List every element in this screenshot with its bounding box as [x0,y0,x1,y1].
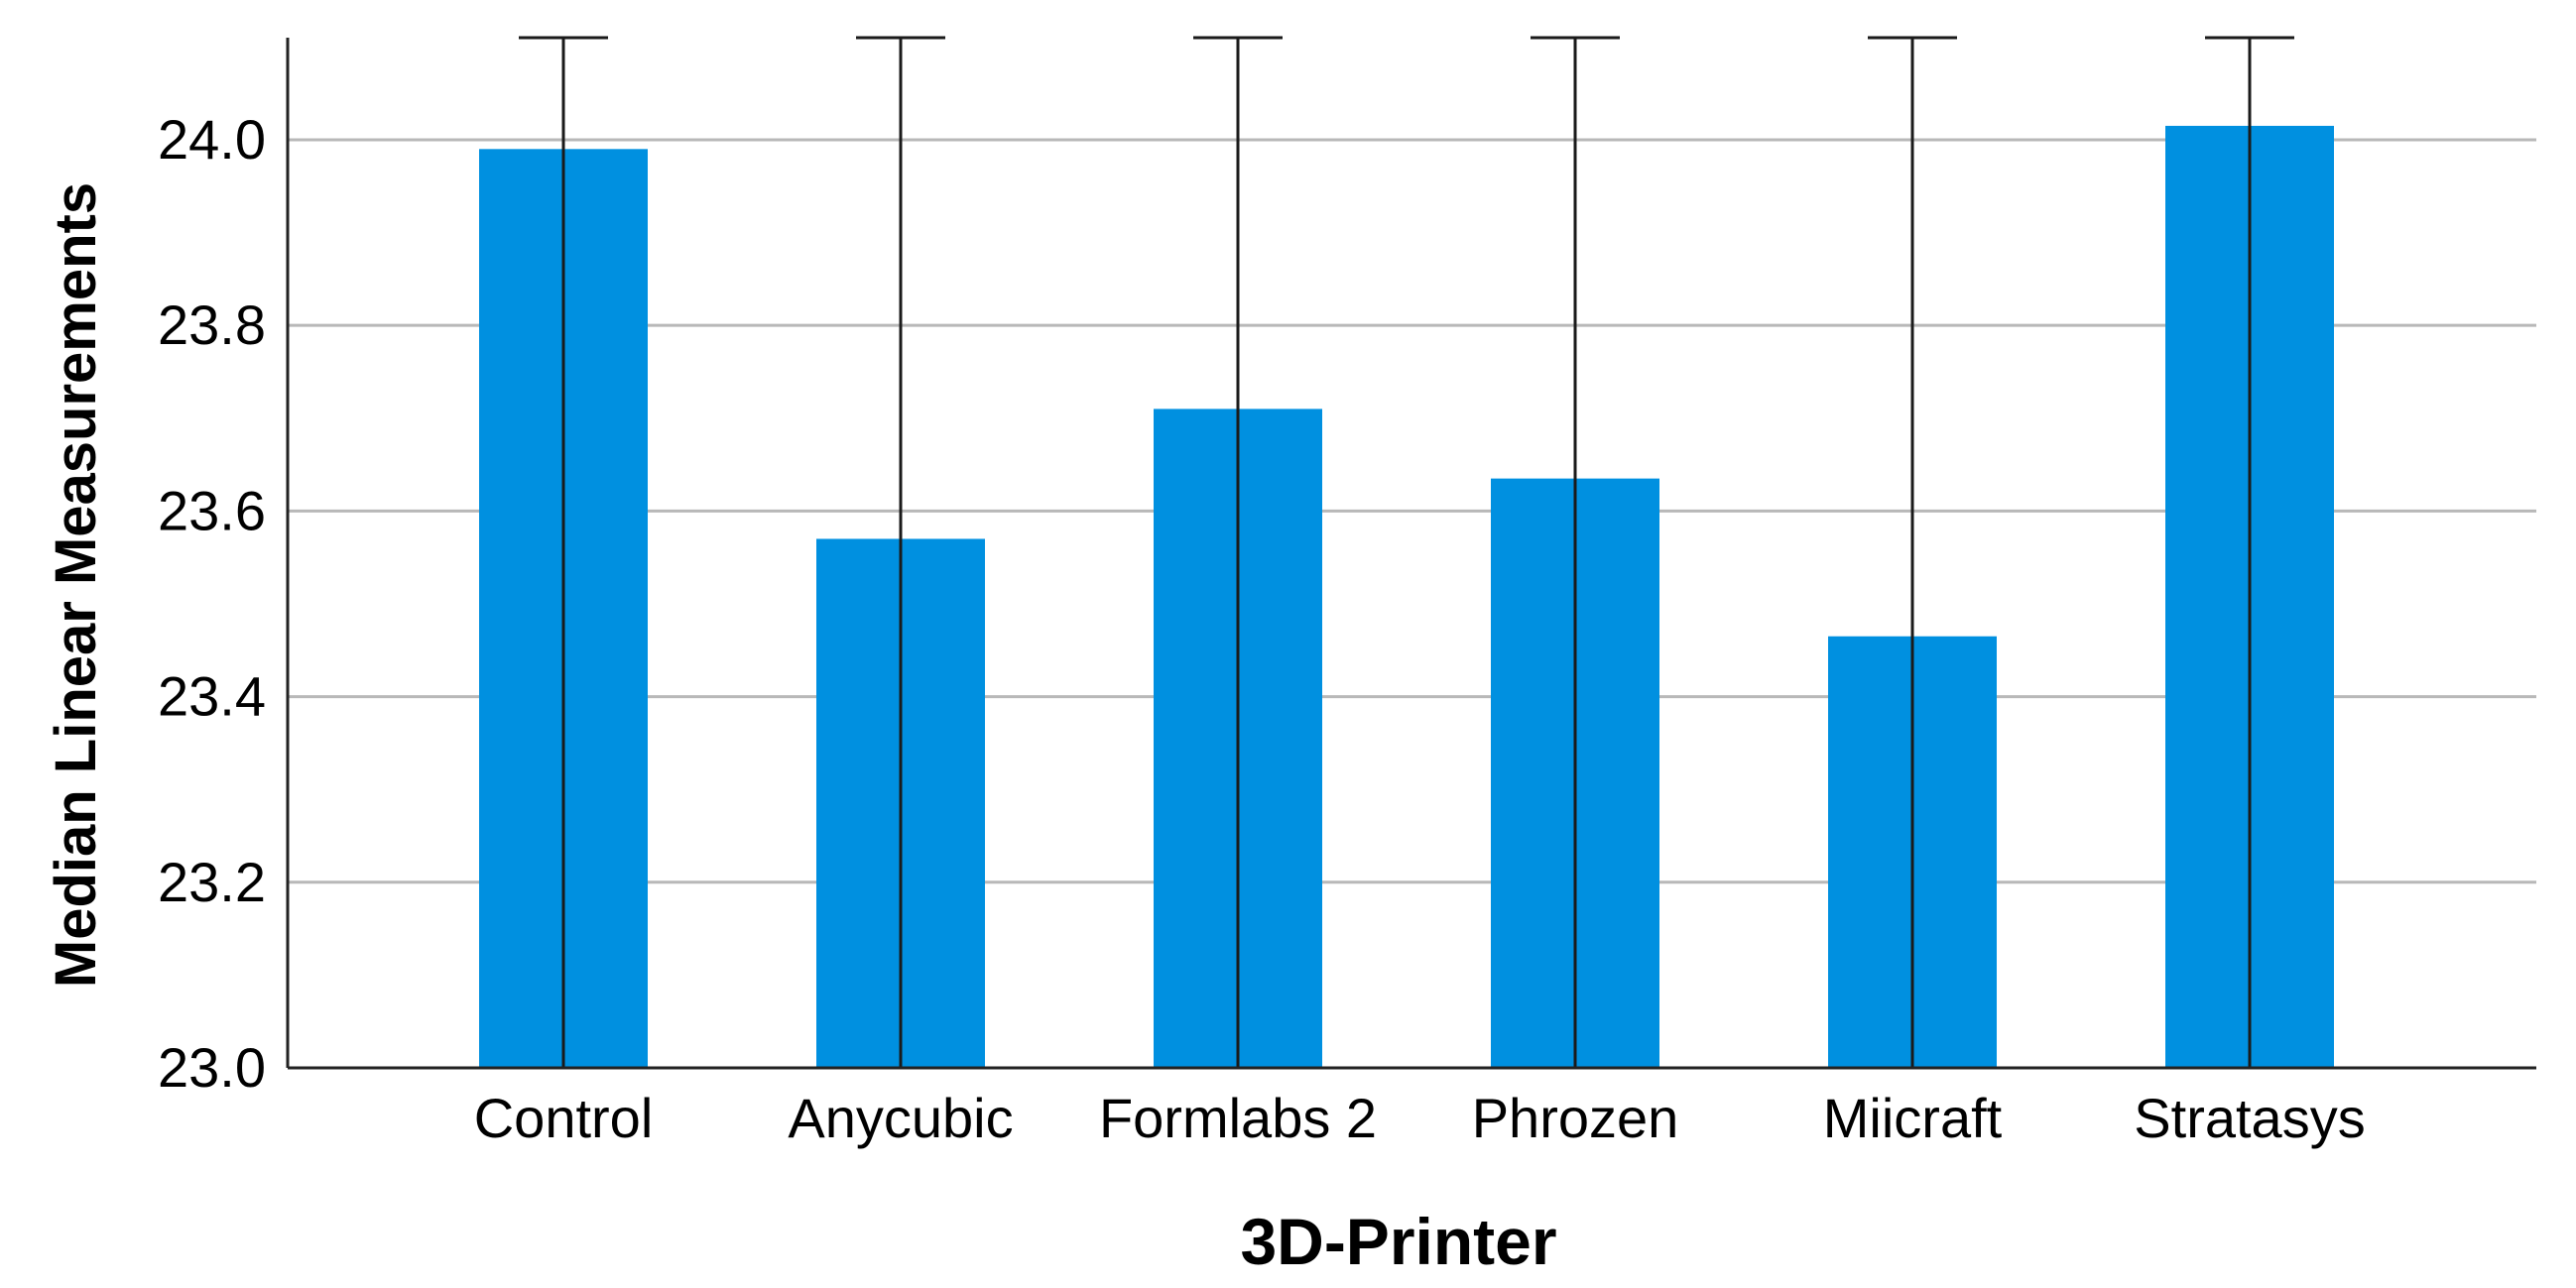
x-tick-label: Phrozen [1472,1087,1679,1149]
x-axis-title: 3D-Printer [1240,1205,1556,1278]
x-tick-label: Stratasys [2134,1087,2365,1149]
y-tick-label: 23.0 [158,1036,266,1099]
y-tick-label: 23.2 [158,851,266,913]
gridlines [288,138,2536,884]
y-tick-label: 24.0 [158,108,266,171]
y-tick-labels: 23.0 23.2 23.4 23.6 23.8 24.0 [158,108,266,1099]
x-tick-label: Formlabs 2 [1099,1087,1377,1149]
y-axis-title: Median Linear Measurements [44,182,108,988]
y-tick-label: 23.8 [158,293,266,356]
bars [479,125,2334,1069]
y-tick-label: 23.6 [158,479,266,541]
axes [286,38,2536,1070]
x-tick-label: Anycubic [788,1087,1013,1149]
y-tick-label: 23.4 [158,665,266,728]
x-tick-labels: Control Anycubic Formlabs 2 Phrozen Miicraft… [474,1087,2366,1149]
x-tick-label: Control [474,1087,654,1149]
x-tick-label: Miicraft [1823,1087,2003,1149]
error-bars [519,36,2294,1070]
